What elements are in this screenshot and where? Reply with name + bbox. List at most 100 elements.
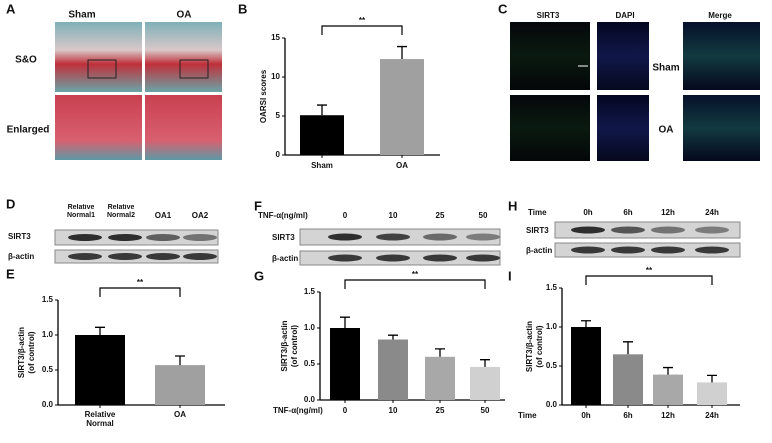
panel-a: Sham OA S&O Enlarged <box>7 10 222 160</box>
lane-label: 12h <box>661 208 675 217</box>
bar <box>425 356 455 400</box>
blot-band <box>571 246 605 254</box>
x-tick-label: 6h <box>623 411 632 420</box>
x-tick-label: OA <box>396 161 408 170</box>
panel-label: D <box>6 196 15 211</box>
row-label: β-actin <box>8 252 34 261</box>
bar <box>653 374 683 405</box>
lane-label: Relative Normal2 <box>106 204 135 219</box>
lane-label: 0 <box>343 211 348 220</box>
blot-band <box>328 233 362 241</box>
panel-label: E <box>6 266 15 281</box>
x-axis-label: Time <box>518 411 537 420</box>
panel-label: B <box>238 1 247 16</box>
column-label: DAPI <box>615 11 634 20</box>
significance-label: ** <box>412 270 419 279</box>
bar <box>330 328 360 400</box>
row-label: SIRT3 <box>526 226 549 235</box>
significance-bracket <box>585 275 713 285</box>
blot-band <box>611 246 645 254</box>
y-tick-label: 0.0 <box>304 395 316 404</box>
bar <box>380 59 424 156</box>
error-bar <box>397 45 407 60</box>
y-tick-label: 1.0 <box>304 323 316 332</box>
bar <box>75 335 125 405</box>
y-tick-label: 0.5 <box>42 365 54 374</box>
blot-band <box>423 233 457 241</box>
panel-label: A <box>6 1 16 16</box>
y-tick-label: 1.5 <box>42 295 54 304</box>
error-bar <box>623 341 633 355</box>
blot-band <box>423 254 457 262</box>
row-label: S&O <box>15 55 37 66</box>
x-tick-label: Sham <box>311 161 333 170</box>
x-tick-label: 0h <box>581 411 590 420</box>
y-tick-label: 0.0 <box>42 400 54 409</box>
lane-label: 6h <box>623 208 632 217</box>
blot-band <box>68 234 102 241</box>
row-label: SIRT3 <box>8 232 31 241</box>
x-tick-label: 24h <box>705 411 719 420</box>
panel-c: SIRT3 DAPI Merge Sham OA <box>510 11 760 161</box>
fluorescence-image <box>510 95 590 161</box>
lane-label-text: Relative Normal2 <box>106 204 135 219</box>
bar <box>697 382 727 405</box>
blot-band <box>108 234 142 241</box>
y-tick-label: 5 <box>276 111 281 120</box>
blot-band <box>611 226 645 234</box>
fluorescence-image <box>683 95 760 161</box>
histology-image <box>145 95 222 160</box>
x-axis-label: TNF-α(ng/ml) <box>273 406 323 415</box>
bar <box>470 366 500 400</box>
error-bar <box>435 348 445 357</box>
row-label: β-actin <box>526 246 552 255</box>
column-label: Merge <box>708 11 732 20</box>
y-tick-label: 0.0 <box>546 400 558 409</box>
panel-label: I <box>508 268 512 283</box>
x-tick-label: 10 <box>389 406 398 415</box>
lane-label: 50 <box>479 211 488 220</box>
condition-label: Time <box>528 208 547 217</box>
blot-band <box>466 254 500 262</box>
blot-band <box>376 254 410 262</box>
histology-image <box>55 22 142 92</box>
row-label: OA <box>659 125 674 136</box>
row-label: Enlarged <box>7 125 50 136</box>
error-bar <box>663 366 673 375</box>
y-tick-label: 0.5 <box>546 361 558 370</box>
row-label-background <box>650 22 682 161</box>
y-tick-label: 1.5 <box>546 283 558 292</box>
lane-label: 0h <box>583 208 592 217</box>
fluorescence-image <box>597 95 649 161</box>
panel-labels: A B C D E F G H I <box>6 1 517 283</box>
blot-band <box>571 226 605 234</box>
blot-band <box>183 234 217 241</box>
y-tick-label: 0 <box>276 150 281 159</box>
y-tick-label: 10 <box>271 72 280 81</box>
blot-strip <box>554 221 741 239</box>
lane-label: 25 <box>436 211 445 220</box>
y-axis-label: OARSI scores <box>259 69 268 123</box>
lane-label: OA2 <box>192 211 209 220</box>
x-tick-label: Relative Normal <box>85 410 116 428</box>
y-axis-label: (of control) <box>290 325 299 368</box>
zoom-box <box>179 59 209 79</box>
y-axis-label: SIRT3/β-actin <box>525 321 534 372</box>
error-bar <box>388 334 398 340</box>
blot-strip <box>554 242 741 258</box>
lane-label: 24h <box>705 208 719 217</box>
y-axis-label: (of control) <box>27 331 36 374</box>
error-bar <box>317 104 327 116</box>
blot-band <box>651 226 685 234</box>
zoom-box <box>87 59 117 79</box>
y-tick-label: 1.0 <box>546 322 558 331</box>
lane-label: Relative Normal1 <box>66 204 95 219</box>
blot-band <box>183 253 217 260</box>
x-tick-label: 50 <box>481 406 490 415</box>
y-axis-label: SIRT3/β-actin <box>17 327 26 378</box>
x-tick-label: 12h <box>661 411 675 420</box>
bar <box>155 365 205 405</box>
blot-band <box>108 253 142 260</box>
lane-label-text: Relative Normal1 <box>66 204 95 219</box>
